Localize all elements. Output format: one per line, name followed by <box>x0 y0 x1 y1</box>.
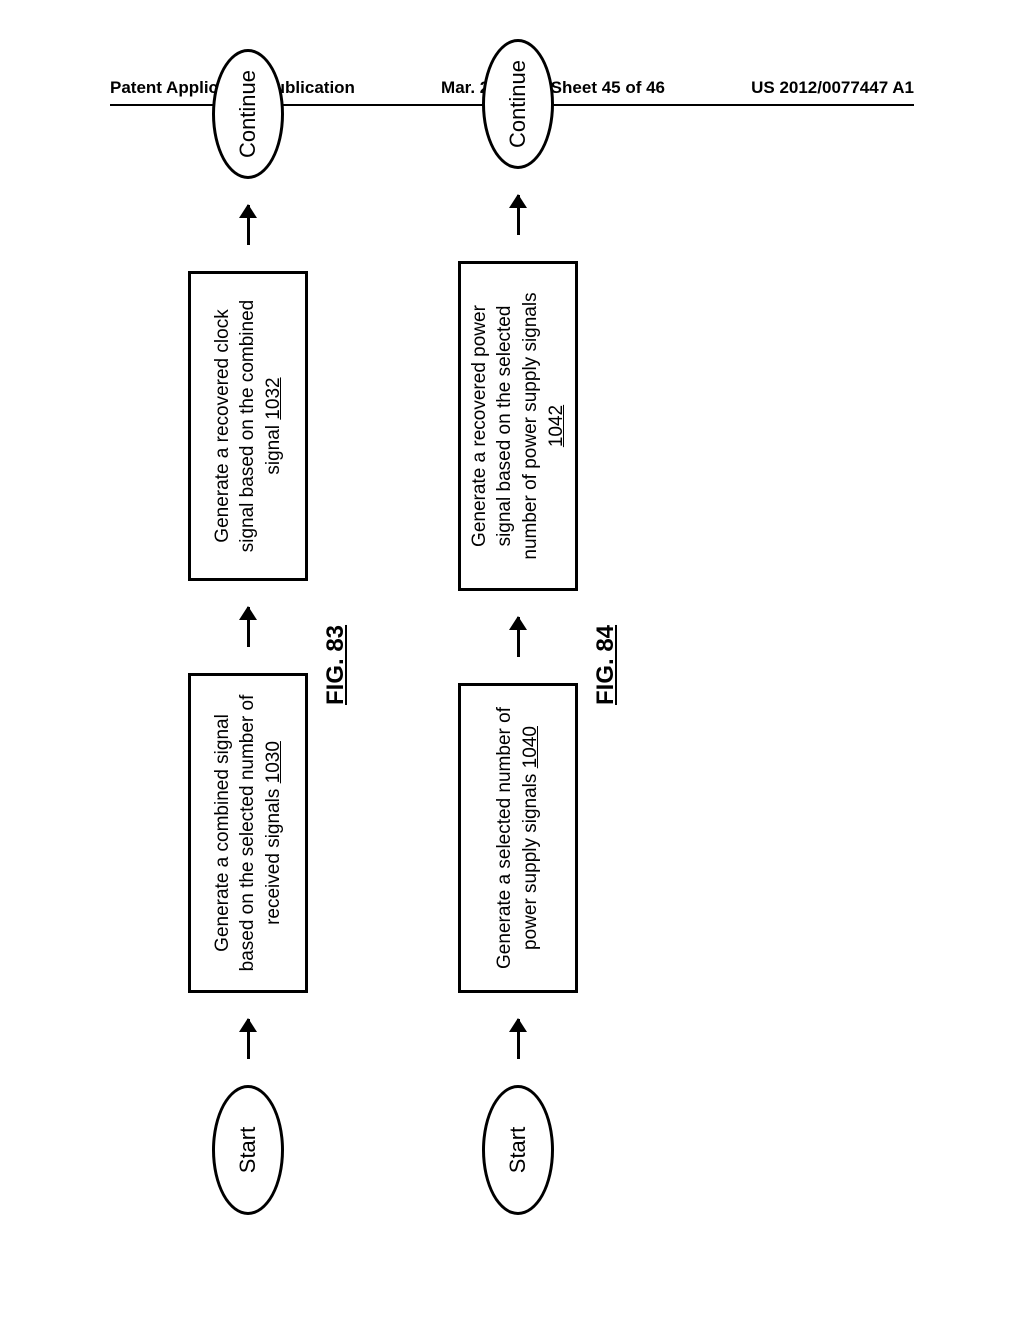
fig83-step-1030: Generate a combined signal based on the … <box>188 673 308 993</box>
fig84-step2-num: 1042 <box>546 405 567 447</box>
arrow-icon <box>517 617 520 657</box>
fig83-start-label: Start <box>235 1127 261 1173</box>
arrow-icon <box>247 1019 250 1059</box>
fig83-step1-text: Generate a combined signal based on the … <box>212 695 284 972</box>
fig83-step2-num: 1032 <box>263 377 284 419</box>
arrow-icon <box>517 1019 520 1059</box>
fig83-step-1032-text: Generate a recovered clock signal based … <box>210 288 287 564</box>
header-right: US 2012/0077447 A1 <box>751 78 914 98</box>
fig84-step-1040-text: Generate a selected number of power supp… <box>492 700 543 976</box>
fig83-start-terminal: Start <box>212 1085 284 1215</box>
page: Patent Application Publication Mar. 29, … <box>0 0 1024 1320</box>
fig83-step2-text: Generate a recovered clock signal based … <box>212 300 284 552</box>
fig83-continue-terminal: Continue <box>212 49 284 179</box>
arrow-icon <box>247 607 250 647</box>
fig84-step2-text: Generate a recovered power signal based … <box>469 292 541 559</box>
fig84-start-terminal: Start <box>482 1085 554 1215</box>
fig83-step-1032: Generate a recovered clock signal based … <box>188 271 308 581</box>
fig83-step-1030-text: Generate a combined signal based on the … <box>210 690 287 976</box>
arrow-icon <box>247 205 250 245</box>
fig84-step-1040: Generate a selected number of power supp… <box>458 683 578 993</box>
fig-84-flow: Start Generate a selected number of powe… <box>458 155 578 1215</box>
fig84-continue-label: Continue <box>505 60 531 148</box>
fig83-step1-num: 1030 <box>263 741 284 783</box>
fig83-continue-label: Continue <box>235 70 261 158</box>
figure-area: Start Generate a combined signal based o… <box>0 275 1024 1095</box>
fig84-start-label: Start <box>505 1127 531 1173</box>
fig-83-flow: Start Generate a combined signal based o… <box>188 155 308 1215</box>
fig-83-label: FIG. 83 <box>322 625 350 705</box>
arrow-icon <box>517 195 520 235</box>
fig84-continue-terminal: Continue <box>482 39 554 169</box>
fig-84-label: FIG. 84 <box>592 625 620 705</box>
fig84-step-1042: Generate a recovered power signal based … <box>458 261 578 591</box>
fig84-step1-num: 1040 <box>520 726 541 768</box>
fig84-step-1042-text: Generate a recovered power signal based … <box>467 278 570 574</box>
